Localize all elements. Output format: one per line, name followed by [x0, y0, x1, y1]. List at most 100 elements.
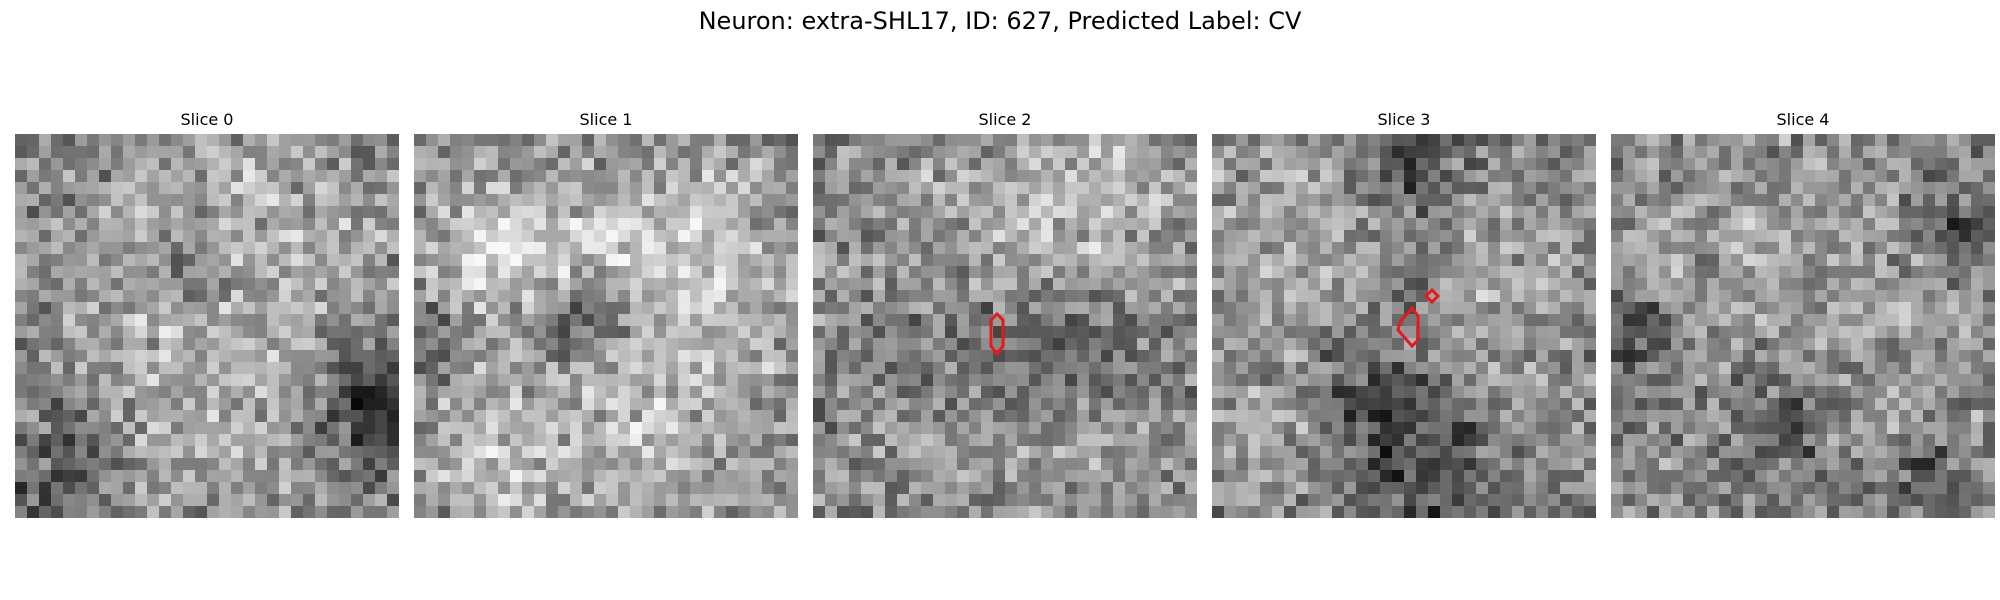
pixel: [1320, 326, 1333, 339]
pixel: [582, 242, 595, 255]
pixel: [474, 386, 487, 399]
pixel: [1512, 506, 1525, 518]
pixel: [1296, 494, 1309, 507]
pixel: [1971, 218, 1984, 231]
pixel: [1356, 218, 1369, 231]
pixel: [1161, 434, 1174, 447]
pixel: [1272, 218, 1285, 231]
pixel: [1719, 254, 1732, 267]
pixel: [1536, 134, 1549, 147]
pixel: [1488, 242, 1501, 255]
pixel: [1173, 326, 1186, 339]
pixel: [1149, 422, 1162, 435]
pixel: [1416, 194, 1429, 207]
pixel: [1260, 242, 1273, 255]
pixel: [1755, 230, 1768, 243]
pixel: [147, 194, 160, 207]
pixel: [873, 242, 886, 255]
pixel: [774, 374, 787, 387]
pixel: [1005, 302, 1018, 315]
pixel: [690, 458, 703, 471]
pixel: [1611, 134, 1624, 147]
pixel: [690, 206, 703, 219]
pixel: [1659, 230, 1672, 243]
pixel: [1125, 182, 1138, 195]
pixel: [606, 266, 619, 279]
pixel: [774, 158, 787, 171]
pixel: [1053, 206, 1066, 219]
pixel: [813, 314, 826, 327]
pixel: [570, 374, 583, 387]
pixel: [1683, 230, 1696, 243]
pixel: [1707, 386, 1720, 399]
pixel: [231, 266, 244, 279]
pixel: [327, 158, 340, 171]
pixel: [363, 398, 376, 411]
pixel: [183, 134, 196, 147]
pixel: [1224, 458, 1237, 471]
pixel: [147, 446, 160, 459]
pixel: [1017, 266, 1030, 279]
pixel: [231, 410, 244, 423]
pixel: [1428, 374, 1441, 387]
pixel: [1185, 446, 1197, 459]
pixel: [726, 326, 739, 339]
pixel: [87, 506, 100, 518]
pixel: [1320, 374, 1333, 387]
pixel: [1671, 230, 1684, 243]
pixel: [1260, 338, 1273, 351]
pixel: [1512, 398, 1525, 411]
pixel: [945, 218, 958, 231]
pixel: [123, 458, 136, 471]
pixel: [462, 266, 475, 279]
pixel: [387, 230, 399, 243]
pixel: [654, 182, 667, 195]
pixel: [426, 410, 439, 423]
pixel: [1077, 134, 1090, 147]
pixel: [969, 218, 982, 231]
pixel: [678, 386, 691, 399]
pixel: [1017, 314, 1030, 327]
pixel: [957, 386, 970, 399]
pixel: [522, 362, 535, 375]
pixel: [1512, 362, 1525, 375]
pixel: [1272, 242, 1285, 255]
pixel: [243, 506, 256, 518]
pixel: [849, 134, 862, 147]
pixel: [1053, 398, 1066, 411]
pixel: [558, 338, 571, 351]
pixel: [606, 134, 619, 147]
pixel: [1041, 446, 1054, 459]
pixel: [726, 134, 739, 147]
pixel: [63, 290, 76, 303]
pixel: [825, 422, 838, 435]
pixel: [1161, 326, 1174, 339]
pixel: [1344, 134, 1357, 147]
pixel: [1887, 218, 1900, 231]
pixel: [1137, 422, 1150, 435]
pixel: [762, 386, 775, 399]
pixel: [786, 374, 798, 387]
pixel: [63, 266, 76, 279]
pixel: [1452, 458, 1465, 471]
pixel: [1743, 254, 1756, 267]
pixel: [426, 470, 439, 483]
pixel: [1623, 398, 1636, 411]
pixel: [1695, 434, 1708, 447]
pixel: [630, 386, 643, 399]
pixel: [630, 458, 643, 471]
pixel: [51, 338, 64, 351]
pixel: [351, 494, 364, 507]
pixel: [1611, 278, 1624, 291]
pixel: [510, 482, 523, 495]
pixel: [1236, 170, 1249, 183]
pixel: [1017, 302, 1030, 315]
pixel: [582, 446, 595, 459]
pixel: [630, 182, 643, 195]
pixel: [474, 218, 487, 231]
pixel: [1647, 230, 1660, 243]
pixel: [1212, 170, 1225, 183]
pixel: [582, 146, 595, 159]
pixel: [462, 182, 475, 195]
pixel: [450, 254, 463, 267]
